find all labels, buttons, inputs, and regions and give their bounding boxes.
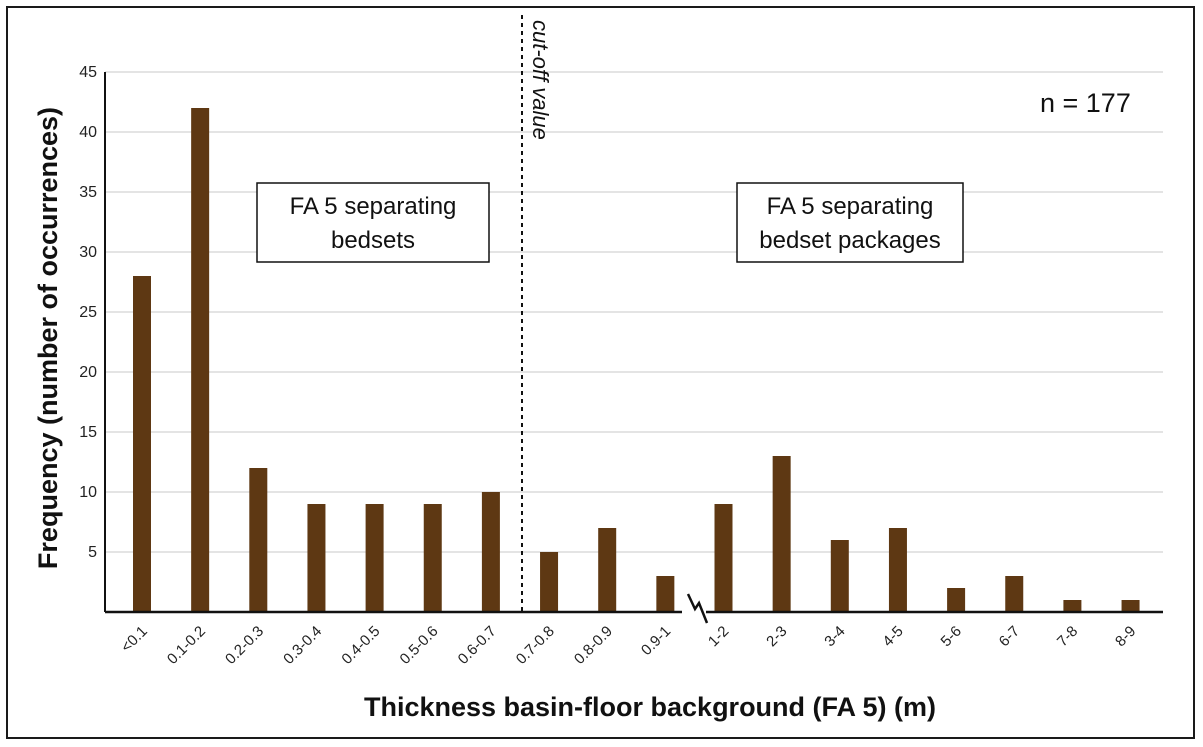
bar-8-9 <box>1121 600 1140 612</box>
x-tick-label: 7-8 <box>1054 623 1081 650</box>
x-tick-label: 0.6-0.7 <box>455 623 500 668</box>
bar-0.6-0.7 <box>481 492 500 612</box>
box-right-line2: bedset packages <box>759 227 940 254</box>
bar-0.3-0.4 <box>307 504 326 612</box>
x-tick-label: 0.5-0.6 <box>397 623 442 668</box>
gridlines <box>105 71 1163 553</box>
x-tick-label: 0.2-0.3 <box>222 623 267 668</box>
annotation-box-left: FA 5 separating bedsets <box>256 182 490 263</box>
box-left-line1: FA 5 separating <box>290 193 457 220</box>
bar-0.2-0.3 <box>249 468 268 612</box>
y-tick-label: 40 <box>79 124 97 141</box>
y-tick-label: 15 <box>79 424 97 441</box>
y-tick-label: 35 <box>79 184 97 201</box>
cutoff-label: cut-off value <box>528 20 553 140</box>
x-tick-label: 1-2 <box>705 623 732 650</box>
x-tick-label: 3-4 <box>821 623 848 650</box>
bar-0.7-0.8 <box>540 552 559 612</box>
bar-2-3 <box>772 456 791 612</box>
x-tick-label: 8-9 <box>1112 623 1139 650</box>
y-tick-label: 10 <box>79 484 97 501</box>
box-left-line2: bedsets <box>331 227 415 254</box>
bar-0.8-0.9 <box>598 528 617 612</box>
bar-0.1-0.2 <box>191 108 210 612</box>
bar-1-2 <box>714 504 733 612</box>
x-tick-label: 2-3 <box>763 623 790 650</box>
bar-5-6 <box>947 588 966 612</box>
x-tick-label: <0.1 <box>118 623 151 656</box>
x-tick-label: 5-6 <box>938 623 965 650</box>
box-right-line1: FA 5 separating <box>767 193 934 220</box>
bar-0.9-1 <box>656 576 675 612</box>
y-tick-labels: 5 10 15 20 25 30 35 40 45 <box>79 64 97 561</box>
x-tick-label: 0.7-0.8 <box>513 623 558 668</box>
bar-3-4 <box>830 540 849 612</box>
y-tick-label: 20 <box>79 364 97 381</box>
bar-0.5-0.6 <box>423 504 442 612</box>
bars <box>133 108 1140 612</box>
y-tick-label: 45 <box>79 64 97 81</box>
bar-<0.1 <box>133 276 151 612</box>
bar-7-8 <box>1063 600 1082 612</box>
x-tick-label: 0.9-1 <box>638 623 674 659</box>
sample-count-label: n = 177 <box>1040 88 1131 118</box>
x-tick-label: 4-5 <box>879 623 906 650</box>
x-tick-labels: <0.1 0.1-0.2 0.2-0.3 0.3-0.4 0.4-0.5 0.5-0.6 0… <box>118 623 1140 668</box>
y-tick-label: 5 <box>88 544 97 561</box>
y-tick-label: 30 <box>79 244 97 261</box>
x-axis-title: Thickness basin-floor background (FA 5) … <box>364 692 936 722</box>
x-tick-label: 0.1-0.2 <box>164 623 209 668</box>
axis-break-mark <box>682 590 709 626</box>
y-axis-title: Frequency (number of occurrences) <box>33 107 63 569</box>
x-tick-label: 0.8-0.9 <box>571 623 616 668</box>
x-tick-label: 0.4-0.5 <box>338 623 383 668</box>
y-tick-label: 25 <box>79 304 97 321</box>
x-tick-label: 6-7 <box>996 623 1023 650</box>
bar-0.4-0.5 <box>365 504 384 612</box>
annotation-box-right: FA 5 separating bedset packages <box>736 182 964 263</box>
bar-4-5 <box>888 528 907 612</box>
x-tick-label: 0.3-0.4 <box>280 623 325 668</box>
bar-6-7 <box>1005 576 1024 612</box>
